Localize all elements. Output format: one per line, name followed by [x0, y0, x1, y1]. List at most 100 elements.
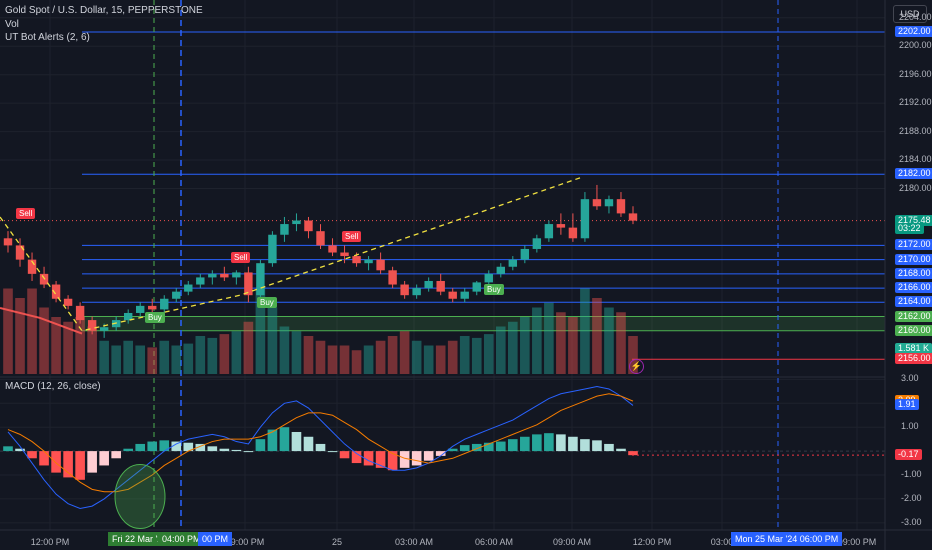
- macd-legend[interactable]: MACD (12, 26, close): [5, 381, 101, 392]
- volume-bar: [628, 336, 638, 374]
- volume-bars: [3, 288, 638, 374]
- volume-bar: [27, 288, 37, 374]
- macd-hist-bar: [435, 451, 446, 456]
- macd-hist-bar: [99, 451, 109, 466]
- candle: [148, 298, 157, 313]
- volume-bar: [171, 345, 182, 374]
- macd-hist-bar: [15, 448, 25, 452]
- candle: [304, 216, 313, 239]
- candle: [15, 238, 25, 267]
- volume-bar: [568, 317, 578, 374]
- volume-bar: [231, 331, 242, 374]
- volume-bar: [183, 343, 194, 374]
- time-tick: 03:00: [710, 537, 734, 547]
- time-tick: 03:00 AM: [394, 537, 434, 547]
- candle: [424, 277, 433, 292]
- candle: [400, 280, 409, 299]
- price-tick: 2200.00: [899, 40, 932, 51]
- utbot-legend[interactable]: UT Bot Alerts (2, 6): [5, 32, 90, 43]
- volume-bar: [375, 340, 386, 374]
- macd-hist-bar: [339, 451, 350, 459]
- price-tick: 2184.00: [899, 154, 932, 165]
- macd-hist-bar: [51, 451, 61, 473]
- time-tick: 09:00 PM: [225, 537, 265, 547]
- volume-bar: [556, 312, 566, 374]
- time-tick: 06:00 AM: [474, 537, 514, 547]
- time-tick: 09:00 AM: [552, 537, 592, 547]
- macd-hist-bar: [508, 439, 518, 452]
- volume-bar: [291, 331, 302, 374]
- candle: [244, 266, 253, 303]
- macd-line: [7, 386, 634, 510]
- macd-hist-bar: [459, 445, 470, 452]
- lightning-icon[interactable]: ⚡: [629, 359, 644, 374]
- volume-bar: [532, 307, 542, 374]
- volume-bar: [411, 340, 422, 374]
- price-tick: 2192.00: [899, 97, 932, 108]
- signal-line: [7, 393, 634, 493]
- price-tag: 03:22: [895, 223, 924, 235]
- candle: [568, 213, 578, 242]
- symbol-legend[interactable]: Gold Spot / U.S. Dollar, 15, PEPPERSTONE: [5, 5, 203, 16]
- volume-bar: [423, 345, 434, 374]
- candle: [496, 263, 505, 278]
- candle: [460, 288, 469, 303]
- candle: [316, 224, 325, 249]
- macd-hist-bar: [544, 433, 554, 452]
- grid-lines: [0, 0, 885, 530]
- price-tag: 2168.00: [895, 267, 932, 279]
- macd-hist-bar: [231, 449, 242, 452]
- macd-hist-bar: [556, 434, 566, 452]
- volume-bar: [592, 298, 602, 374]
- candle: [172, 288, 181, 303]
- trend-line: [0, 177, 581, 332]
- macd-hist-bar: [75, 451, 85, 480]
- volume-bar: [580, 288, 590, 374]
- volume-bar: [147, 347, 158, 374]
- volume-bar: [219, 334, 230, 374]
- candle: [136, 302, 145, 317]
- macd-hist-bar: [616, 448, 626, 452]
- volume-bar: [243, 321, 254, 374]
- macd-hist-bar: [520, 436, 530, 452]
- macd-hist-bar: [171, 441, 182, 452]
- volume-bar: [399, 331, 410, 374]
- macd-hist-bar: [580, 439, 590, 452]
- price-tag: 2170.00: [895, 253, 932, 265]
- time-tag: 00 PM: [198, 532, 233, 546]
- candle: [51, 280, 61, 303]
- price-tick: 2180.00: [899, 182, 932, 193]
- macd-hist-bar: [195, 443, 206, 452]
- macd-hist-bar: [219, 448, 230, 452]
- volume-bar: [207, 337, 218, 374]
- macd-hist-bar: [111, 451, 121, 459]
- volume-bar: [135, 345, 146, 374]
- price-tick: 2196.00: [899, 68, 932, 79]
- price-tick: 2188.00: [899, 125, 932, 136]
- candle: [184, 280, 193, 296]
- candle: [376, 252, 385, 274]
- macd-hist-bar: [255, 439, 266, 452]
- candle: [544, 220, 554, 242]
- ema-line: [0, 307, 83, 335]
- macd-hist-bar: [279, 427, 290, 452]
- time-tag: Fri 22 Mar '24: [108, 532, 172, 546]
- currency-button[interactable]: USD: [893, 5, 927, 23]
- macd-hist-bar: [27, 451, 37, 459]
- candle: [412, 284, 421, 299]
- volume-legend[interactable]: Vol: [5, 19, 19, 30]
- price-tag: 2162.00: [895, 310, 932, 322]
- sell-signal: Sell: [16, 208, 36, 219]
- volume-bar: [327, 345, 338, 374]
- macd-tick: -1.00: [901, 469, 922, 480]
- macd-hist-bar: [399, 451, 410, 468]
- macd-hist-bar: [315, 443, 326, 452]
- candle: [292, 213, 301, 232]
- candle: [232, 270, 241, 285]
- volume-bar: [483, 334, 494, 374]
- macd-hist-bar: [592, 440, 602, 452]
- volume-bar: [63, 321, 73, 374]
- candle: [208, 270, 217, 285]
- candle: [160, 295, 169, 313]
